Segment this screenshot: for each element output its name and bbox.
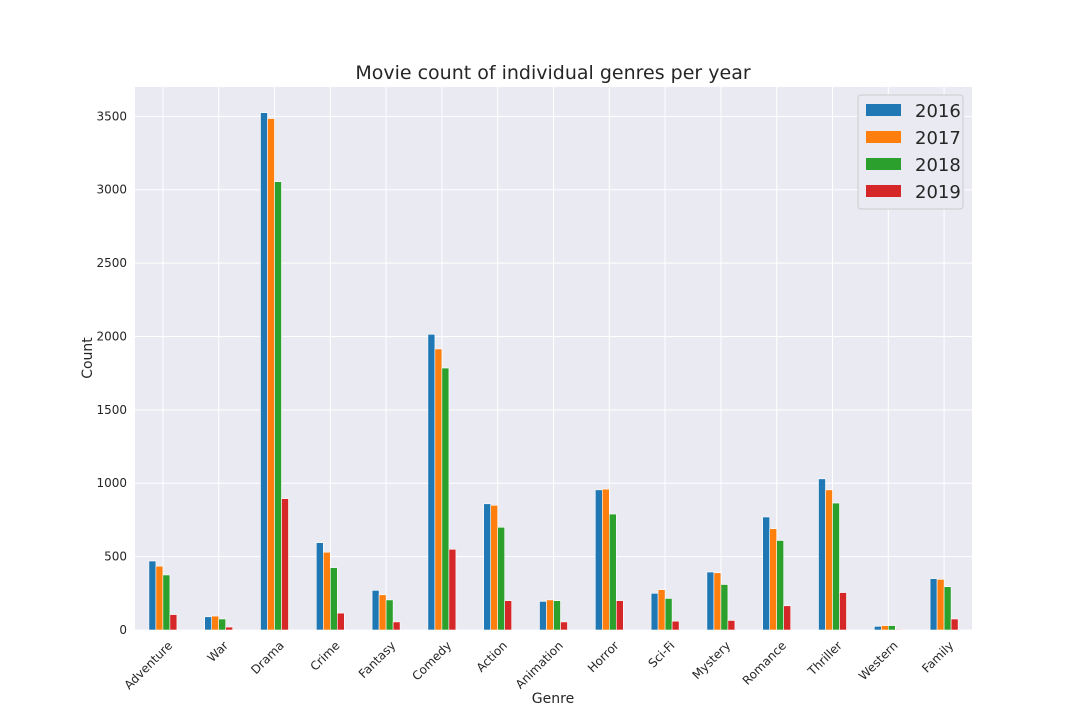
bar-2019-action bbox=[504, 600, 513, 631]
bar-2018-family bbox=[943, 586, 952, 631]
legend-label: 2017 bbox=[915, 128, 961, 149]
bar-2018-animation bbox=[553, 600, 561, 631]
y-tick-label: 1500 bbox=[96, 403, 127, 417]
bar-2016-mystery bbox=[706, 571, 715, 631]
bar-2017-action bbox=[490, 504, 499, 631]
bar-2016-crime bbox=[315, 542, 324, 631]
bar-2017-war bbox=[211, 615, 219, 631]
y-tick-label: 0 bbox=[119, 623, 127, 637]
bar-2016-sci-fi bbox=[650, 593, 659, 631]
y-tick-label: 500 bbox=[104, 550, 127, 564]
legend-swatch bbox=[866, 158, 901, 170]
bar-2018-adventure bbox=[162, 574, 171, 631]
legend-label: 2019 bbox=[915, 182, 961, 203]
y-tick-labels: 0 500 1000 1500 2000 2500 3000 3500 bbox=[96, 109, 127, 637]
bar-2019-animation bbox=[560, 621, 568, 631]
y-tick-label: 2500 bbox=[96, 256, 127, 270]
bar-2017-sci-fi bbox=[657, 589, 666, 631]
chart-title: Movie count of individual genres per yea… bbox=[355, 62, 751, 84]
legend: 2016 2017 2018 2019 bbox=[857, 94, 964, 210]
bars bbox=[148, 112, 959, 631]
bar-2016-thriller bbox=[818, 478, 826, 631]
bar-2016-comedy bbox=[427, 333, 436, 631]
bar-2017-animation bbox=[546, 599, 554, 631]
bar-2016-fantasy bbox=[371, 590, 380, 631]
legend-swatch bbox=[866, 104, 901, 116]
bar-2016-family bbox=[929, 578, 938, 631]
bar-2016-adventure bbox=[148, 560, 157, 631]
y-tick-label: 1000 bbox=[96, 476, 127, 490]
bar-2016-romance bbox=[762, 516, 771, 631]
legend-label: 2016 bbox=[915, 101, 961, 122]
bar-2017-drama bbox=[267, 118, 275, 631]
bar-2019-war bbox=[225, 626, 233, 631]
legend-label: 2018 bbox=[915, 155, 961, 176]
bar-2019-horror bbox=[615, 600, 624, 631]
bar-2018-horror bbox=[608, 513, 617, 631]
bar-2018-western bbox=[887, 625, 896, 631]
y-axis-label: Count bbox=[80, 337, 96, 379]
bar-2017-comedy bbox=[434, 348, 443, 631]
y-tick-label: 3500 bbox=[96, 109, 127, 123]
bar-2019-adventure bbox=[169, 614, 178, 631]
bar-2016-animation bbox=[539, 601, 547, 631]
bar-2018-drama bbox=[274, 181, 282, 631]
bar-2018-crime bbox=[329, 567, 338, 631]
bar-2017-family bbox=[936, 579, 945, 631]
bar-2017-adventure bbox=[155, 565, 164, 631]
bar-2018-sci-fi bbox=[664, 598, 673, 631]
bar-2018-thriller bbox=[832, 502, 840, 631]
legend-swatch bbox=[866, 185, 901, 197]
bar-2018-action bbox=[497, 526, 506, 631]
bar-2018-mystery bbox=[720, 584, 729, 631]
bar-2019-fantasy bbox=[392, 621, 401, 631]
bar-2019-sci-fi bbox=[671, 620, 680, 631]
bar-2016-western bbox=[873, 626, 882, 631]
bar-2019-romance bbox=[783, 605, 792, 631]
bar-2019-thriller bbox=[839, 592, 847, 631]
bar-2018-romance bbox=[776, 540, 785, 631]
bar-2018-comedy bbox=[441, 367, 450, 631]
bar-2017-crime bbox=[322, 551, 331, 631]
bar-2019-western bbox=[894, 628, 903, 631]
bar-2016-action bbox=[483, 503, 492, 631]
bar-2018-war bbox=[218, 618, 226, 631]
bar-2017-fantasy bbox=[378, 594, 387, 631]
bar-2016-drama bbox=[260, 112, 268, 631]
bar-2019-mystery bbox=[727, 620, 736, 631]
x-axis-label: Genre bbox=[532, 691, 574, 707]
bar-2016-war bbox=[204, 616, 212, 631]
bar-2018-fantasy bbox=[385, 599, 394, 631]
y-tick-label: 3000 bbox=[96, 183, 127, 197]
legend-box bbox=[857, 94, 964, 210]
bar-2019-crime bbox=[336, 612, 345, 631]
bar-2019-family bbox=[950, 618, 959, 631]
bar-2017-romance bbox=[769, 528, 778, 631]
bar-2019-comedy bbox=[448, 548, 457, 631]
bar-2017-mystery bbox=[713, 572, 722, 631]
bar-2019-drama bbox=[281, 498, 289, 631]
y-tick-label: 2000 bbox=[96, 329, 127, 343]
bar-2016-horror bbox=[594, 489, 603, 631]
legend-swatch bbox=[866, 131, 901, 143]
bar-2017-thriller bbox=[825, 489, 833, 631]
bar-2017-western bbox=[880, 625, 889, 631]
bar-2017-horror bbox=[601, 488, 610, 631]
